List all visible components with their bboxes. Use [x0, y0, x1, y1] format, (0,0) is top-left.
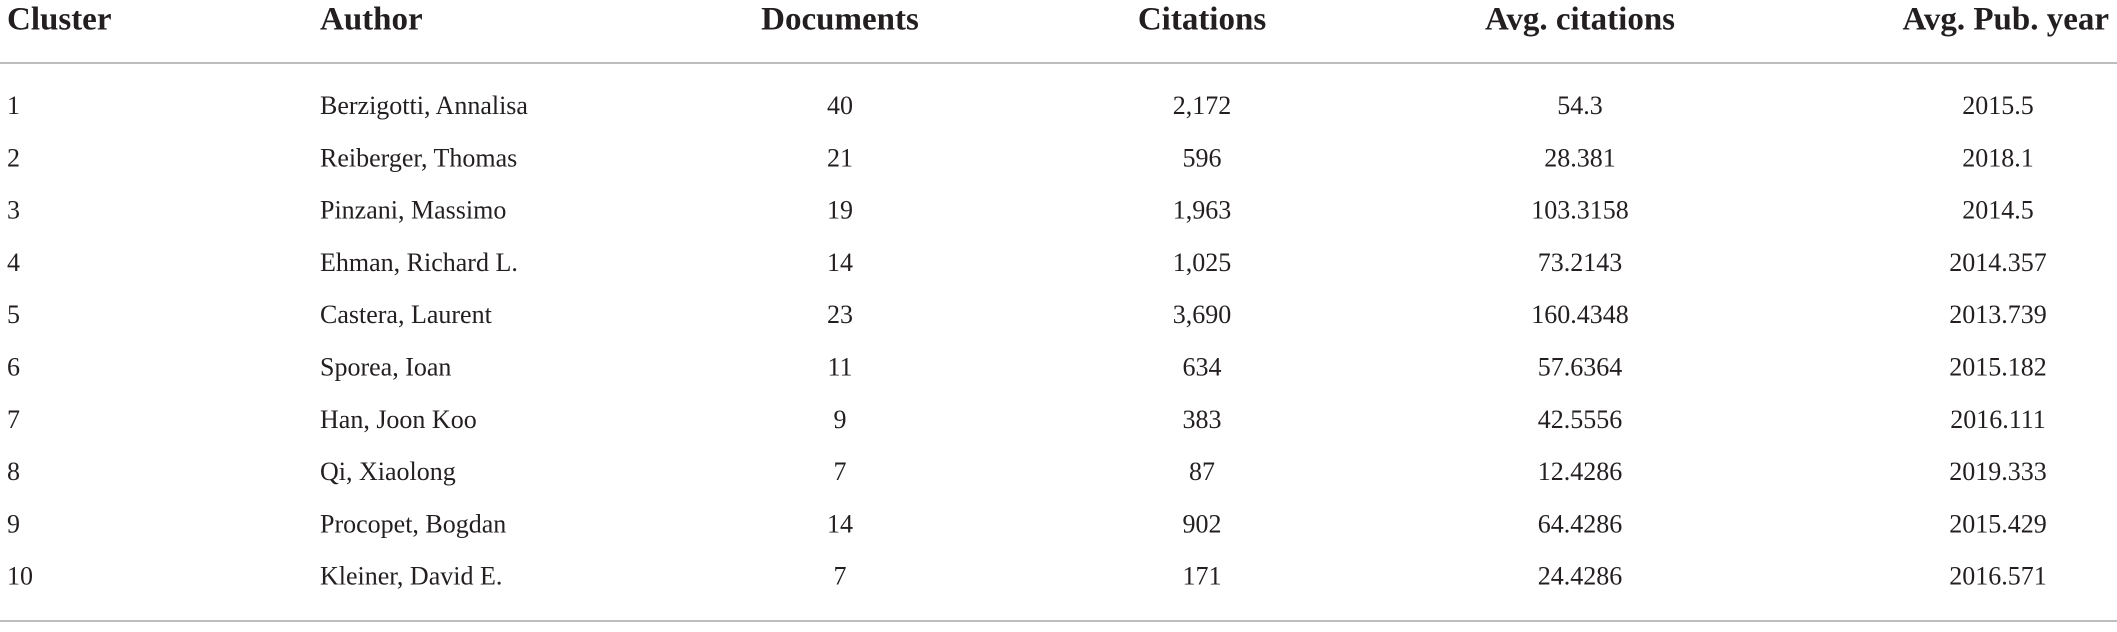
table-cell: 634 [1183, 352, 1222, 381]
table-cell: 5 [7, 300, 20, 329]
table-cell: 3 [7, 196, 20, 225]
table-cell: 21 [827, 143, 853, 172]
table-cell: Sporea, Ioan [320, 352, 451, 381]
table-cell: 2013.739 [1949, 300, 2047, 329]
table-cell: 2,172 [1173, 91, 1232, 120]
table-cell: 7 [7, 405, 20, 434]
table-cell: 7 [834, 562, 847, 591]
table-cell: 11 [827, 352, 852, 381]
table-cell: 3,690 [1173, 300, 1232, 329]
table-cell: 14 [827, 509, 853, 538]
table-cell: Castera, Laurent [320, 300, 493, 329]
table-cell: 2014.357 [1949, 248, 2047, 277]
table-cell: 6 [7, 352, 20, 381]
table-cell: 2019.333 [1949, 457, 2047, 486]
column-header: Citations [1138, 2, 1267, 38]
table-cell: Kleiner, David E. [320, 562, 502, 591]
table-cell: 2 [7, 143, 20, 172]
table-cell: 1,963 [1173, 196, 1232, 225]
table-cell: 73.2143 [1538, 248, 1623, 277]
table-cell: 10 [7, 562, 33, 591]
table-cell: 14 [827, 248, 853, 277]
column-header: Avg. Pub. year [1902, 2, 2109, 38]
table-cell: 40 [827, 91, 853, 120]
table-cell: 8 [7, 457, 20, 486]
table-cell: 12.4286 [1538, 457, 1623, 486]
table-cell: 7 [834, 457, 847, 486]
table-cell: 57.6364 [1538, 352, 1623, 381]
table-cell: 64.4286 [1538, 509, 1623, 538]
table-cell: 171 [1183, 562, 1222, 591]
table-cell: 2015.429 [1949, 509, 2047, 538]
table-cell: 23 [827, 300, 853, 329]
table-cell: 902 [1183, 509, 1222, 538]
table-cell: 2018.1 [1962, 143, 2034, 172]
table-cell: 28.381 [1544, 143, 1616, 172]
table-cell: 383 [1183, 405, 1222, 434]
table-cell: 4 [7, 248, 20, 277]
table-cell: 160.4348 [1531, 300, 1629, 329]
table-cell: Pinzani, Massimo [320, 196, 506, 225]
table-cell: 24.4286 [1538, 562, 1623, 591]
table-cell: 87 [1189, 457, 1215, 486]
column-header: Documents [761, 2, 919, 38]
table-cell: 9 [834, 405, 847, 434]
table-cell: 19 [827, 196, 853, 225]
column-header: Author [320, 2, 423, 38]
column-header: Avg. citations [1485, 2, 1675, 38]
column-header: Cluster [7, 2, 111, 38]
table-cell: 2016.111 [1950, 405, 2046, 434]
table-cell: 42.5556 [1538, 405, 1623, 434]
table-cell: 103.3158 [1531, 196, 1629, 225]
table-cell: 9 [7, 509, 20, 538]
table-cell: Berzigotti, Annalisa [320, 91, 528, 120]
table-cell: Ehman, Richard L. [320, 248, 518, 277]
table-cell: 1 [7, 91, 20, 120]
table-cell: 2014.5 [1962, 196, 2034, 225]
table-cell: 2016.571 [1949, 562, 2047, 591]
table-cell: Han, Joon Koo [320, 405, 477, 434]
table-cell: 596 [1183, 143, 1222, 172]
table-cell: 54.3 [1557, 91, 1603, 120]
table-cell: 1,025 [1173, 248, 1232, 277]
table-cell: Qi, Xiaolong [320, 457, 456, 486]
table-cell: 2015.182 [1949, 352, 2047, 381]
table-cell: Reiberger, Thomas [320, 143, 517, 172]
table-cell: 2015.5 [1962, 91, 2034, 120]
table-cell: Procopet, Bogdan [320, 509, 506, 538]
